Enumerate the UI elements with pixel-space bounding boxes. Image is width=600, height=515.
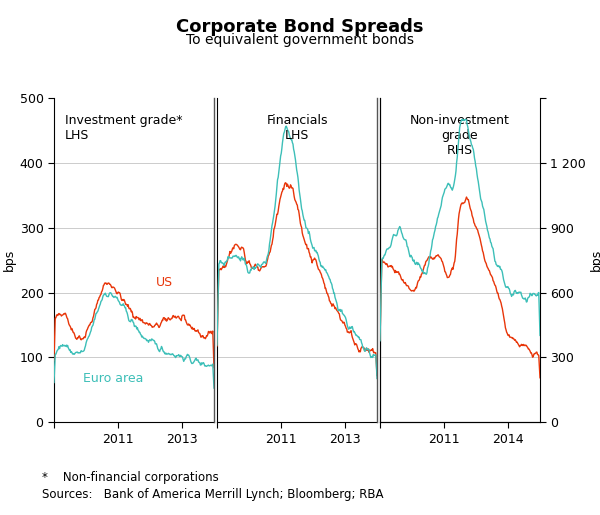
Text: Corporate Bond Spreads: Corporate Bond Spreads [176,18,424,36]
Text: Investment grade*
LHS: Investment grade* LHS [65,114,182,142]
Text: Financials
LHS: Financials LHS [266,114,328,142]
Text: To equivalent government bonds: To equivalent government bonds [186,33,414,47]
Text: Euro area: Euro area [83,372,143,385]
Text: Non-investment
grade
RHS: Non-investment grade RHS [410,114,510,157]
Text: Sources:   Bank of America Merrill Lynch; Bloomberg; RBA: Sources: Bank of America Merrill Lynch; … [42,488,383,501]
Text: *    Non-financial corporations: * Non-financial corporations [42,471,219,484]
Y-axis label: bps: bps [590,249,600,271]
Text: US: US [155,276,173,289]
Y-axis label: bps: bps [2,249,16,271]
